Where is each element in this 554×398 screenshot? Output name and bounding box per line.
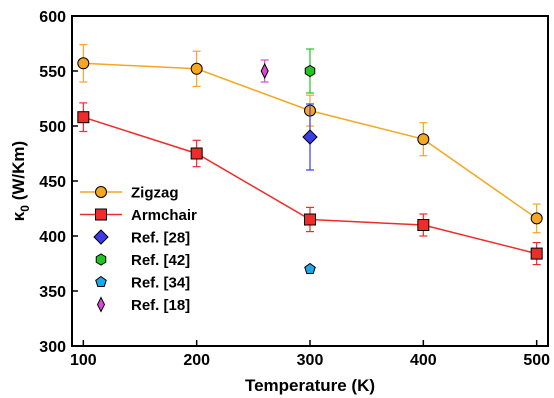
legend-label-1: Armchair	[131, 207, 197, 224]
series-5	[260, 59, 269, 83]
legend-item-3: Ref. [42]	[95, 252, 190, 269]
x-tick-label-0: 100	[70, 352, 97, 369]
ticks-layer: 100 200 300 400 500 300 350 400 450 500 550 600	[39, 9, 550, 369]
legend-item-4: Ref. [34]	[95, 275, 190, 292]
data-point-1-3	[417, 219, 430, 231]
legend-marker-2	[93, 229, 109, 245]
legend-label-3: Ref. [42]	[131, 252, 190, 269]
series-1	[77, 102, 543, 266]
x-tick-label-2: 300	[297, 352, 324, 369]
data-point-0-4	[530, 212, 543, 225]
legend-marker-4	[95, 275, 107, 287]
y-tick-label-4: 500	[39, 119, 66, 136]
data-point-2-0	[302, 129, 318, 145]
series-layer	[77, 43, 543, 274]
y-tick-label-3: 450	[39, 174, 66, 191]
y-axis-unit: (W/Km)	[9, 141, 28, 205]
data-point-0-0	[77, 57, 90, 70]
data-point-1-1	[190, 147, 203, 160]
legend-marker-0	[95, 186, 107, 198]
legend: Zigzag Armchair Ref. [28] Ref. [42] Ref. [34…	[80, 185, 197, 314]
series-4	[304, 262, 316, 274]
data-point-4-0	[304, 262, 316, 274]
plot-frame	[71, 15, 549, 347]
x-tick-label-3: 400	[410, 352, 437, 369]
data-point-5-0	[260, 62, 269, 80]
legend-marker-5	[96, 296, 106, 313]
data-point-0-1	[190, 62, 203, 75]
legend-marker-1	[95, 208, 107, 221]
y-axis-symbol: κ	[9, 211, 28, 221]
x-tick-label-1: 200	[183, 352, 210, 369]
legend-label-2: Ref. [28]	[131, 230, 190, 247]
data-point-1-2	[304, 213, 316, 226]
y-tick-label-1: 350	[39, 284, 66, 301]
y-tick-label-0: 300	[39, 339, 66, 356]
y-tick-label-5: 550	[39, 64, 66, 81]
data-point-3-0	[304, 64, 316, 78]
y-tick-label-2: 400	[39, 229, 66, 246]
y-tick-label-6: 600	[39, 9, 66, 26]
x-axis-title: Temperature (K)	[245, 376, 375, 395]
y-axis-subscript: 0	[18, 205, 32, 212]
legend-item-5: Ref. [18]	[96, 296, 190, 314]
x-tick-label-4: 500	[523, 352, 550, 369]
series-2	[302, 103, 318, 171]
data-point-1-0	[77, 111, 90, 124]
legend-item-2: Ref. [28]	[93, 229, 190, 247]
series-3	[304, 48, 316, 94]
legend-item-1: Armchair	[80, 207, 197, 224]
legend-label-0: Zigzag	[131, 185, 179, 202]
legend-label-4: Ref. [34]	[131, 275, 190, 292]
legend-label-5: Ref. [18]	[131, 297, 190, 314]
data-point-1-4	[530, 247, 543, 260]
legend-item-0: Zigzag	[80, 185, 179, 202]
data-point-0-3	[417, 133, 430, 146]
legend-marker-3	[95, 253, 107, 266]
y-axis-title: κ0 (W/Km)	[9, 141, 32, 221]
